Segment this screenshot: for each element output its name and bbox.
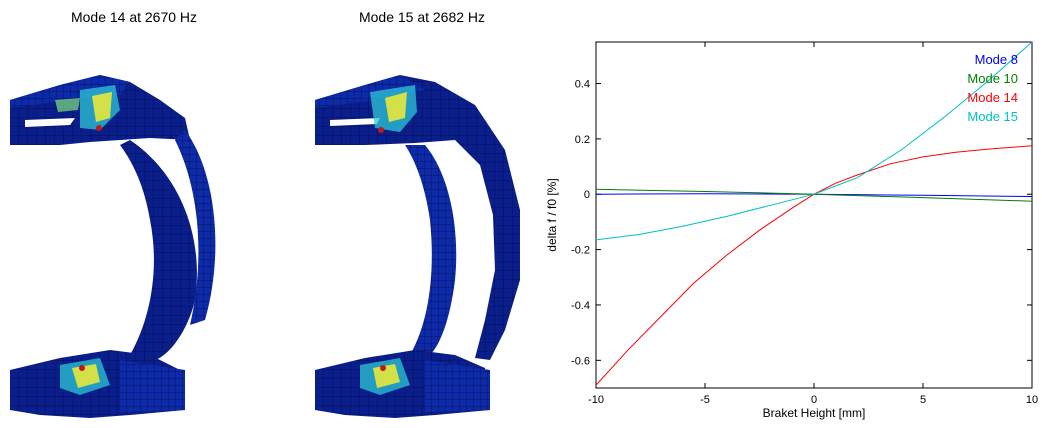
panel-2-title: Mode 15 at 2682 Hz xyxy=(359,9,485,25)
panel-1-title: Mode 14 at 2670 Hz xyxy=(71,9,197,25)
y-tick-label: 0.2 xyxy=(575,134,590,146)
y-axis-label: delta f / f0 [%] xyxy=(545,178,559,251)
y-tick-label: -0.4 xyxy=(571,300,590,312)
plot-area xyxy=(595,41,1033,389)
y-tick-label: 0 xyxy=(584,189,590,201)
x-tick-label: -5 xyxy=(700,394,710,406)
y-tick-label: -0.2 xyxy=(571,245,590,257)
x-tick-label: 0 xyxy=(811,394,817,406)
series-line-mode-15 xyxy=(595,41,1033,241)
x-tick-label: 5 xyxy=(920,394,926,406)
y-tick-label: 0.4 xyxy=(575,79,590,91)
legend-entry: Mode 8 xyxy=(975,52,1018,67)
legend-entry: Mode 15 xyxy=(967,109,1018,124)
panel-1-mesh xyxy=(10,75,216,418)
legend-entry: Mode 10 xyxy=(967,71,1018,86)
chart: -10 -5 0 5 10-0.6-0.4-0.200.20.4 Mode 8Mode … xyxy=(545,41,1038,420)
legend-entry: Mode 14 xyxy=(967,90,1018,105)
legend: Mode 8 Mode 10 Mode 14 Mode 15 xyxy=(967,52,1018,124)
y-tick-label: -0.6 xyxy=(571,355,590,367)
x-tick-label: -10 xyxy=(588,394,604,406)
series-lines xyxy=(595,41,1033,386)
x-axis-label: Braket Height [mm] xyxy=(763,406,866,420)
x-tick-label: 10 xyxy=(1026,394,1038,406)
panel-2-mesh xyxy=(315,75,520,418)
axis-ticks: -10 -5 0 5 10 -0.6 -0.4 -0.2 0 0.2 0.4 xyxy=(571,42,1038,406)
